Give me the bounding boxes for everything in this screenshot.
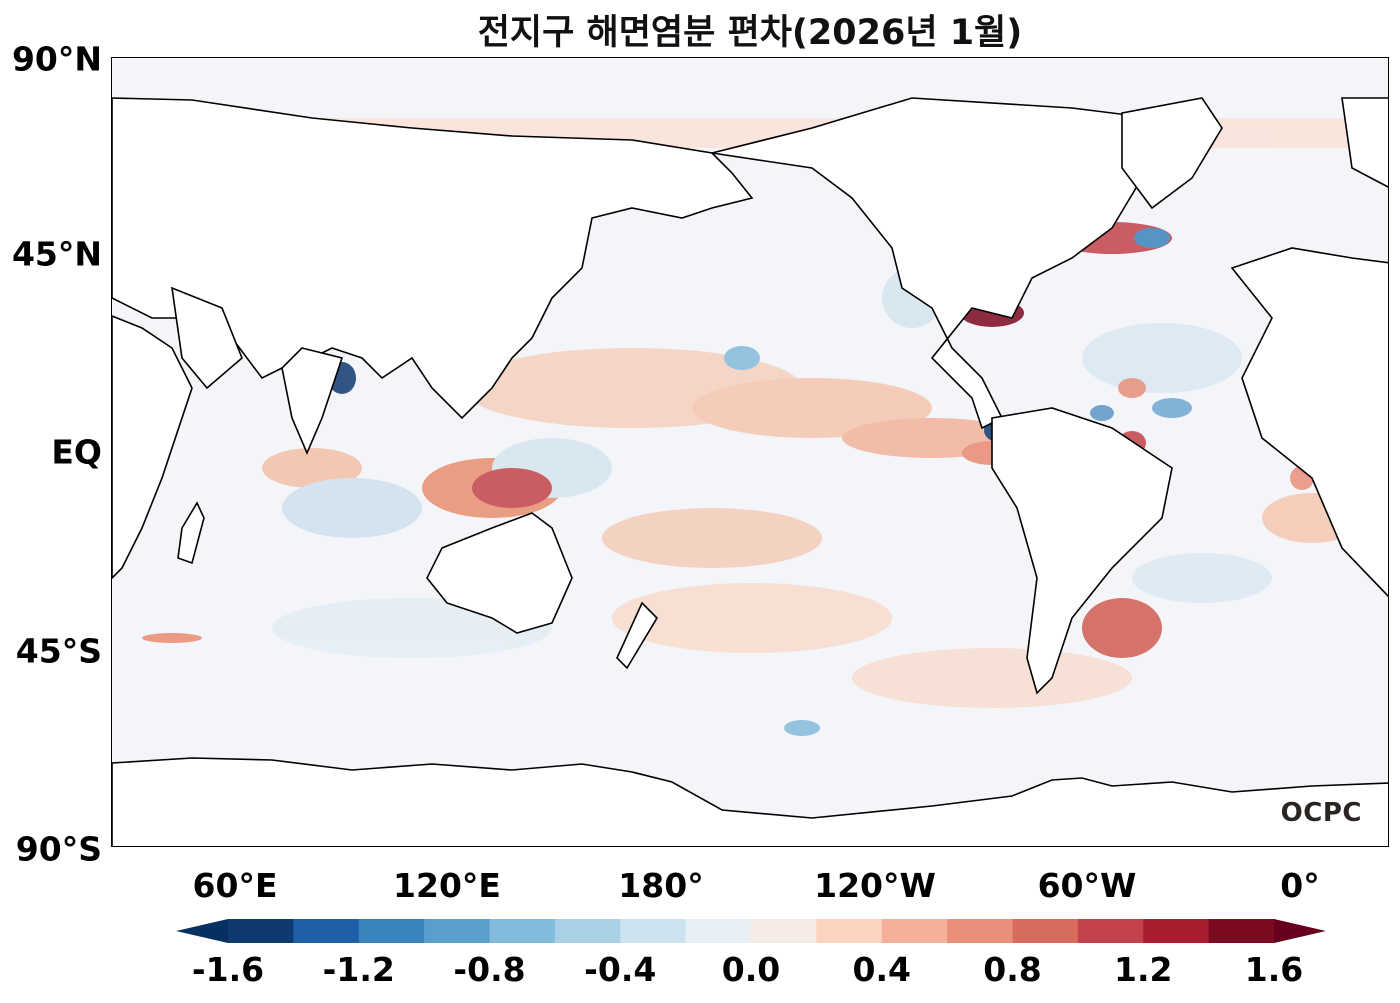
colorbar-tick-label: -1.2: [322, 950, 395, 989]
map-panel: OCPC: [111, 57, 1389, 847]
colorbar-segment: [293, 919, 360, 943]
colorbar-segment: [1208, 919, 1275, 943]
colorbar-tick-label: 0.0: [721, 950, 781, 989]
colorbar-tick-label: 0.4: [852, 950, 911, 989]
lon-label-180: 180°: [618, 866, 704, 905]
lat-label-90s: 90°S: [15, 829, 102, 869]
colorbar-segment: [1012, 919, 1079, 943]
colorbar-segment: [554, 919, 621, 943]
lat-label-45n: 45°N: [11, 234, 102, 274]
lat-label-eq: EQ: [51, 432, 102, 472]
colorbar-extend-high: [1274, 919, 1326, 943]
colorbar-extend-low: [176, 919, 228, 943]
colorbar-segment: [816, 919, 883, 943]
lon-label-0: 0°: [1280, 866, 1320, 905]
colorbar-segment: [1077, 919, 1144, 943]
colorbar-segment: [751, 919, 817, 943]
map-title: 전지구 해면염분 편차(2026년 1월): [477, 13, 1023, 53]
lon-label-120e: 120°E: [393, 866, 501, 905]
colorbar-segment: [1143, 919, 1210, 943]
lat-label-90n: 90°N: [11, 39, 102, 79]
lat-label-45s: 45°S: [15, 631, 102, 671]
colorbar-segment: [620, 919, 687, 943]
lon-label-60w: 60°W: [1037, 866, 1137, 905]
colorbar-tick-label: 1.6: [1244, 950, 1304, 989]
colorbar-tick-label: -0.8: [453, 950, 526, 989]
ocpc-logo: OCPC: [1280, 798, 1362, 828]
colorbar-segment: [228, 919, 294, 943]
colorbar-segment: [424, 919, 491, 943]
colorbar-segment: [947, 919, 1014, 943]
lon-label-120w: 120°W: [814, 866, 936, 905]
colorbar-tick-label: 0.8: [983, 950, 1042, 989]
colorbar-tick-label: -1.6: [191, 950, 265, 989]
land-masses: [112, 97, 1388, 846]
colorbar-tick-label: -0.4: [584, 950, 657, 989]
colorbar-segment: [358, 919, 425, 943]
colorbar-segment: [881, 919, 948, 943]
lon-label-60e: 60°E: [192, 866, 278, 905]
sss-anomaly-map: [112, 58, 1388, 846]
colorbar-segment: [489, 919, 556, 943]
colorbar-tick-label: 1.2: [1114, 950, 1173, 989]
colorbar: [176, 919, 1326, 943]
colorbar-segment: [685, 919, 752, 943]
